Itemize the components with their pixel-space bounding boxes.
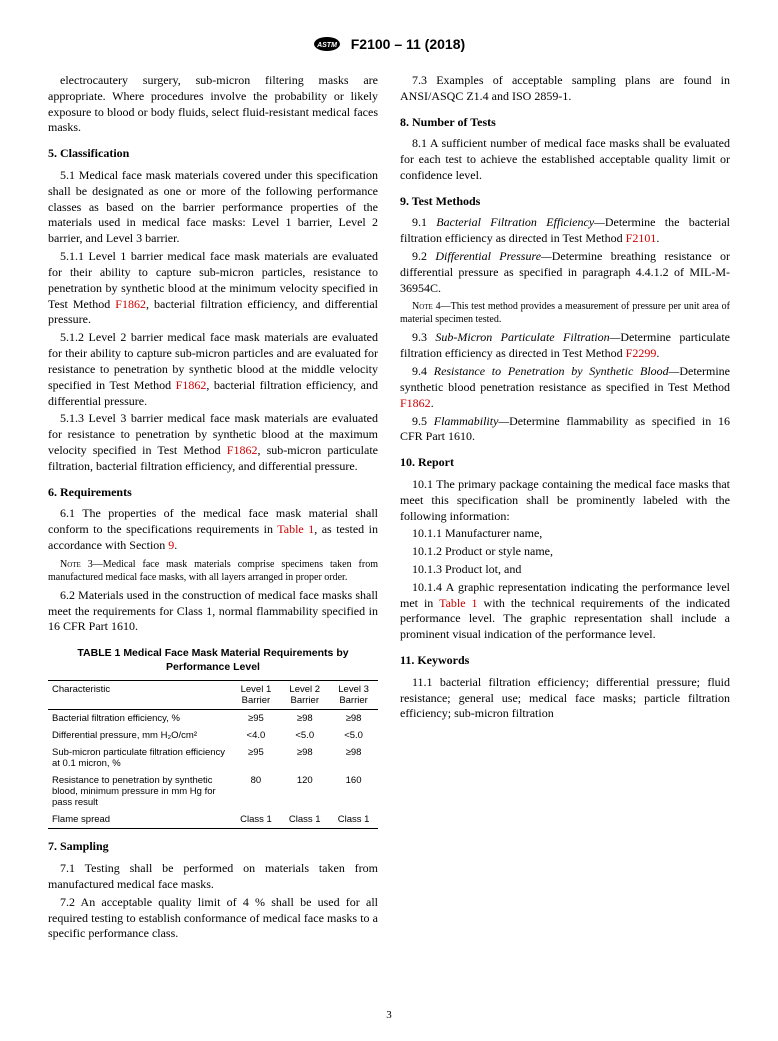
sec8-p1: 8.1 A sufficient number of medical face … [400,136,730,183]
note3: Note 3—Medical face mask materials compr… [48,558,378,584]
sec7-p2: 7.2 An acceptable quality limit of 4 % s… [48,895,378,942]
sec10-p4: 10.1.3 Product lot, and [400,562,730,578]
table-row: Flame spreadClass 1Class 1Class 1 [48,811,378,829]
page-number: 3 [0,1009,778,1021]
link-f2299[interactable]: F2299 [626,346,657,360]
astm-logo-icon: ASTM [313,36,341,55]
sec5-p1: 5.1 Medical face mask materials covered … [48,168,378,247]
table-cell: ≥98 [329,710,378,728]
sec10-p3: 10.1.2 Product or style name, [400,544,730,560]
table-cell: Resistance to penetration by synthetic b… [48,772,232,811]
link-f1862[interactable]: F1862 [115,297,146,311]
table-cell: Differential pressure, mm H₂O/cm² [48,727,232,744]
designation-text: F2100 – 11 (2018) [351,36,465,52]
link-f1862[interactable]: F1862 [176,378,207,392]
sec7-heading: 7. Sampling [48,839,378,855]
content-columns: electrocautery surgery, sub-micron filte… [48,73,730,973]
sec11-heading: 11. Keywords [400,653,730,669]
table-cell: Bacterial filtration efficiency, % [48,710,232,728]
sec9-p2: 9.2 Differential Pressure—Determine brea… [400,249,730,296]
link-f1862[interactable]: F1862 [227,443,258,457]
table-cell: Class 1 [232,811,281,829]
table-cell: <5.0 [329,727,378,744]
table-cell: ≥98 [280,744,329,772]
table-row: Resistance to penetration by synthetic b… [48,772,378,811]
table-cell: <4.0 [232,727,281,744]
sec9-p3: 9.3 Sub-Micron Particulate Filtration—De… [400,330,730,362]
sec5-heading: 5. Classification [48,146,378,162]
sec9-p4: 9.4 Resistance to Penetration by Synthet… [400,364,730,411]
table-cell: Sub-micron particulate filtration effici… [48,744,232,772]
svg-text:ASTM: ASTM [316,42,337,49]
table-cell: ≥95 [232,710,281,728]
table-cell: Class 1 [329,811,378,829]
sec10-heading: 10. Report [400,455,730,471]
sec7-p1: 7.1 Testing shall be performed on materi… [48,861,378,893]
link-table1[interactable]: Table 1 [439,596,477,610]
table-row: Bacterial filtration efficiency, %≥95≥98… [48,710,378,728]
link-table1[interactable]: Table 1 [277,522,314,536]
page-header: ASTM F2100 – 11 (2018) [48,36,730,55]
table-cell: 160 [329,772,378,811]
sec6-heading: 6. Requirements [48,485,378,501]
link-f1862[interactable]: F1862 [400,396,431,410]
sec5-p3: 5.1.2 Level 2 barrier medical face mask … [48,330,378,409]
table-cell: 120 [280,772,329,811]
sec5-p2: 5.1.1 Level 1 barrier medical face mask … [48,249,378,328]
sec10-p2: 10.1.1 Manufacturer name, [400,526,730,542]
table1-title: TABLE 1 Medical Face Mask Material Requi… [48,647,378,674]
table-cell: ≥95 [232,744,281,772]
intro-para: electrocautery surgery, sub-micron filte… [48,73,378,136]
table1-col-1: Level 1 Barrier [232,681,281,710]
sec11-p1: 11.1 bacterial filtration efficiency; di… [400,675,730,722]
sec8-heading: 8. Number of Tests [400,115,730,131]
table1-header-row: Characteristic Level 1 Barrier Level 2 B… [48,681,378,710]
table-cell: ≥98 [329,744,378,772]
sec10-p5: 10.1.4 A graphic representation indicati… [400,580,730,643]
table-cell: ≥98 [280,710,329,728]
table-cell: Class 1 [280,811,329,829]
sec6-p2: 6.2 Materials used in the construction o… [48,588,378,635]
table-cell: <5.0 [280,727,329,744]
note4: Note 4—This test method provides a measu… [400,300,730,326]
sec6-p1: 6.1 The properties of the medical face m… [48,506,378,553]
table-row: Differential pressure, mm H₂O/cm²<4.0<5.… [48,727,378,744]
sec5-p4: 5.1.3 Level 3 barrier medical face mask … [48,411,378,474]
link-f2101[interactable]: F2101 [626,231,657,245]
table-row: Sub-micron particulate filtration effici… [48,744,378,772]
sec10-p1: 10.1 The primary package containing the … [400,477,730,524]
table1-block: TABLE 1 Medical Face Mask Material Requi… [48,647,378,829]
table-cell: Flame spread [48,811,232,829]
table1-col-3: Level 3 Barrier [329,681,378,710]
table-cell: 80 [232,772,281,811]
sec9-p1: 9.1 Bacterial Filtration Efficiency—Dete… [400,215,730,247]
sec9-heading: 9. Test Methods [400,194,730,210]
sec7-p3: 7.3 Examples of acceptable sampling plan… [400,73,730,105]
table1-col-2: Level 2 Barrier [280,681,329,710]
table1: Characteristic Level 1 Barrier Level 2 B… [48,680,378,829]
sec9-p5: 9.5 Flammability—Determine flammability … [400,414,730,446]
table1-col-0: Characteristic [48,681,232,710]
